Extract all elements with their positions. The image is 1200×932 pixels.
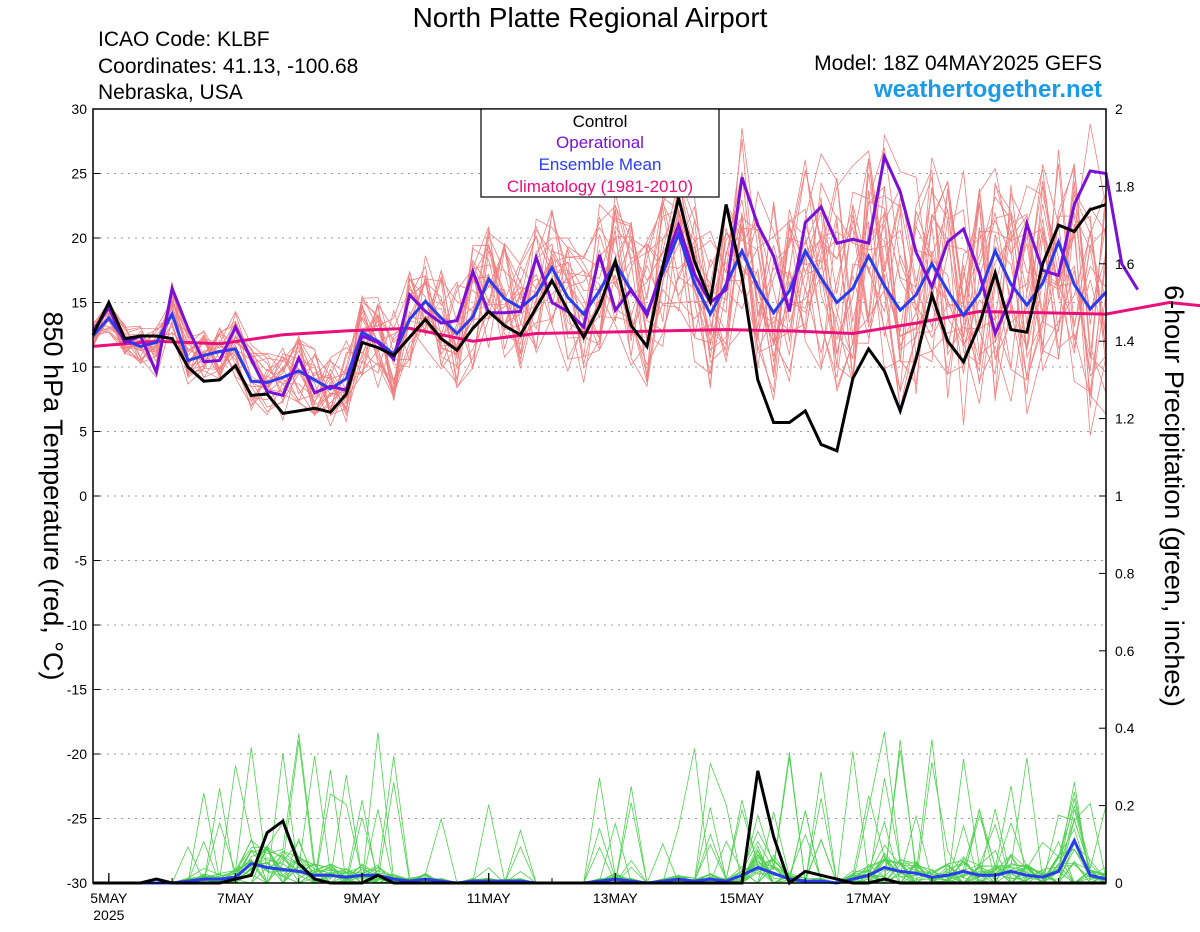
y-tick-label: -25 xyxy=(67,811,87,827)
y-tick-label: 10 xyxy=(71,359,87,375)
legend-climatology: Climatology (1981-2010) xyxy=(507,177,693,196)
temperature-member-line xyxy=(92,159,1107,405)
y-tick-label: -20 xyxy=(67,746,87,762)
x-tick-label: 5MAY xyxy=(90,890,128,906)
y2-tick-label: 0.2 xyxy=(1115,798,1135,814)
grid-lines xyxy=(93,173,1106,819)
operational-temp-line xyxy=(91,151,1139,398)
x-tick-label: 17MAY xyxy=(846,890,892,906)
y-tick-label: -10 xyxy=(67,617,87,633)
coordinates: Coordinates: 41.13, -100.68 xyxy=(98,55,359,78)
legend-box xyxy=(480,108,720,198)
y-tick-label: 15 xyxy=(71,295,87,311)
y-tick-label: 25 xyxy=(71,166,87,182)
x-tick-label: 15MAY xyxy=(720,890,766,906)
model-run: Model: 18Z 04MAY2025 GEFS xyxy=(814,52,1102,75)
y-tick-label: 5 xyxy=(79,424,87,440)
y2-tick-label: 0.4 xyxy=(1115,720,1135,736)
y2-axis-ticks: 2 1.8 1.6 1.4 1.2 1 0.8 0.6 0.4 0.2 0 xyxy=(1099,101,1135,891)
precipitation-ensemble-members xyxy=(93,731,1107,885)
y-axis-ticks: 30 25 20 15 10 5 0 -5 -10 -15 -20 -25 -30 xyxy=(67,101,100,891)
control-temp-line xyxy=(91,197,1107,453)
y-tick-label: -5 xyxy=(75,553,88,569)
precipitation-member-line xyxy=(93,751,1107,884)
temperature-member-line xyxy=(92,190,1107,436)
temperature-member-line xyxy=(92,170,1107,415)
y2-tick-label: 0.8 xyxy=(1115,565,1135,581)
icao-code: ICAO Code: KLBF xyxy=(98,28,270,51)
y-tick-label: 30 xyxy=(71,101,87,117)
x-tick-year: 2025 xyxy=(93,907,124,923)
x-tick-label: 7MAY xyxy=(217,890,255,906)
site-link[interactable]: weathertogether.net xyxy=(873,76,1102,103)
x-tick-label: 19MAY xyxy=(973,890,1019,906)
x-tick-label: 9MAY xyxy=(344,890,382,906)
y-tick-label: -30 xyxy=(67,875,87,891)
y2-axis-label: 6-hour Precipitation (green, inches) xyxy=(1159,285,1189,707)
temperature-member-line xyxy=(92,163,1107,413)
x-tick-label: 13MAY xyxy=(593,890,639,906)
y2-tick-label: 1 xyxy=(1115,488,1123,504)
y2-tick-label: 1.8 xyxy=(1115,178,1135,194)
y-tick-label: 20 xyxy=(71,230,87,246)
temperature-member-line xyxy=(92,167,1107,413)
control-precip-line xyxy=(93,770,1106,886)
y2-tick-label: 0 xyxy=(1115,875,1123,891)
y-tick-label: -15 xyxy=(67,682,87,698)
x-tick-label: 11MAY xyxy=(467,890,511,906)
legend-ensemble-mean: Ensemble Mean xyxy=(539,155,662,174)
page-title: North Platte Regional Airport xyxy=(412,2,768,33)
y-tick-label: 0 xyxy=(79,488,87,504)
temperature-member-line xyxy=(92,159,1107,411)
y2-tick-label: 0.6 xyxy=(1115,643,1135,659)
ensemble-mean-precip-line xyxy=(93,836,1107,885)
y-axis-label: 850 hPa Temperature (red, °C) xyxy=(38,312,68,681)
precipitation-member-line xyxy=(93,752,1107,884)
y2-tick-label: 1.6 xyxy=(1115,256,1135,272)
legend-control: Control xyxy=(573,112,628,131)
y2-tick-label: 1.2 xyxy=(1115,411,1135,427)
location: Nebraska, USA xyxy=(98,81,243,104)
legend: Control Operational Ensemble Mean Climat… xyxy=(480,108,720,198)
y2-tick-label: 1.4 xyxy=(1115,333,1135,349)
climatology-line xyxy=(92,300,1200,348)
y2-tick-label: 2 xyxy=(1115,101,1123,117)
legend-operational: Operational xyxy=(556,133,644,152)
temperature-member-line xyxy=(92,157,1107,416)
precipitation-member-line xyxy=(93,769,1107,884)
